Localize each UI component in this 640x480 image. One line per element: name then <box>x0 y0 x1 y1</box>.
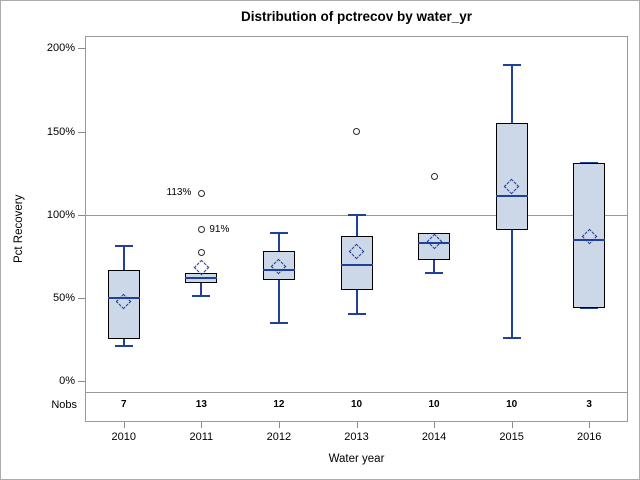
nobs-value: 7 <box>121 399 127 410</box>
x-axis-tick <box>511 422 513 428</box>
lower-whisker-stem <box>122 339 125 347</box>
nobs-value: 13 <box>195 399 207 410</box>
box-iqr <box>262 251 295 280</box>
nobs-value: 10 <box>506 399 518 410</box>
upper-whisker-cap <box>502 64 521 67</box>
y-axis-tick-label: 200% <box>46 42 75 55</box>
x-axis-tick <box>434 422 436 428</box>
nobs-row-label: Nobs <box>51 399 77 411</box>
median-line <box>418 241 451 244</box>
lower-whisker-cap <box>347 313 366 316</box>
median-line <box>340 263 373 266</box>
y-axis-tick <box>78 48 85 50</box>
outlier-label: 91% <box>209 223 230 235</box>
x-axis-tick <box>356 422 358 428</box>
y-axis-tick <box>78 381 85 382</box>
upper-whisker-stem <box>355 214 358 237</box>
outlier-point <box>353 128 360 136</box>
box-iqr <box>495 123 528 230</box>
x-axis-tick-label: 2015 <box>499 431 524 443</box>
nobs-divider-line <box>85 392 628 393</box>
box-iqr <box>418 232 451 260</box>
outlier-point <box>197 226 205 234</box>
x-axis-title: Water year <box>328 453 385 465</box>
upper-whisker-cap <box>347 213 366 216</box>
x-axis-tick <box>201 422 203 428</box>
y-axis-tick-label: 50% <box>52 291 75 304</box>
outlier-point <box>430 172 438 180</box>
y-axis-title: Pct Recovery <box>13 194 25 264</box>
lower-whisker-cap <box>502 336 521 339</box>
upper-whisker-stem <box>277 232 280 252</box>
chart-title: Distribution of pctrecov by water_yr <box>240 9 473 24</box>
nobs-value: 12 <box>273 399 285 410</box>
lower-whisker-stem <box>355 289 358 315</box>
x-axis-tick-label: 2013 <box>344 431 369 443</box>
lower-whisker-stem <box>433 259 436 273</box>
upper-whisker-stem <box>122 246 125 270</box>
x-axis-tick <box>278 422 280 428</box>
upper-whisker-cap <box>269 231 288 234</box>
nobs-value: 10 <box>350 399 363 410</box>
box-iqr <box>340 236 373 290</box>
median-line <box>573 238 606 241</box>
lower-whisker-cap <box>580 306 599 309</box>
median-line <box>107 296 140 299</box>
box-iqr <box>573 163 606 308</box>
x-axis-tick <box>589 422 591 428</box>
y-axis-tick <box>78 131 85 133</box>
x-axis-tick-label: 2011 <box>189 431 214 443</box>
x-axis-tick-label: 2016 <box>576 431 602 443</box>
median-line <box>262 268 295 271</box>
nobs-value: 10 <box>428 399 440 410</box>
lower-whisker-stem <box>200 282 203 297</box>
y-axis-tick <box>78 297 85 299</box>
median-line <box>495 195 528 198</box>
box-iqr <box>107 269 140 340</box>
upper-whisker-stem <box>510 65 513 124</box>
lower-whisker-stem <box>510 229 513 338</box>
y-axis-tick-label: 100% <box>46 208 75 221</box>
x-axis-tick-label: 2014 <box>421 431 447 443</box>
y-axis-tick-label: 150% <box>46 125 75 138</box>
lower-whisker-cap <box>192 295 211 298</box>
x-axis-tick-label: 2012 <box>266 431 292 443</box>
x-axis-tick <box>123 422 125 428</box>
upper-whisker-cap <box>114 245 133 248</box>
x-axis-tick-label: 2010 <box>111 431 137 443</box>
outlier-point <box>197 249 205 257</box>
lower-whisker-cap <box>425 271 444 274</box>
nobs-value: 3 <box>586 399 592 410</box>
lower-whisker-cap <box>114 345 133 348</box>
outlier-point <box>197 189 205 197</box>
lower-whisker-cap <box>269 321 288 324</box>
lower-whisker-stem <box>277 279 280 323</box>
outlier-label: 113% <box>166 187 192 199</box>
y-axis-tick-label: 0% <box>59 375 75 387</box>
median-line <box>185 276 218 279</box>
y-axis-tick <box>78 214 85 216</box>
